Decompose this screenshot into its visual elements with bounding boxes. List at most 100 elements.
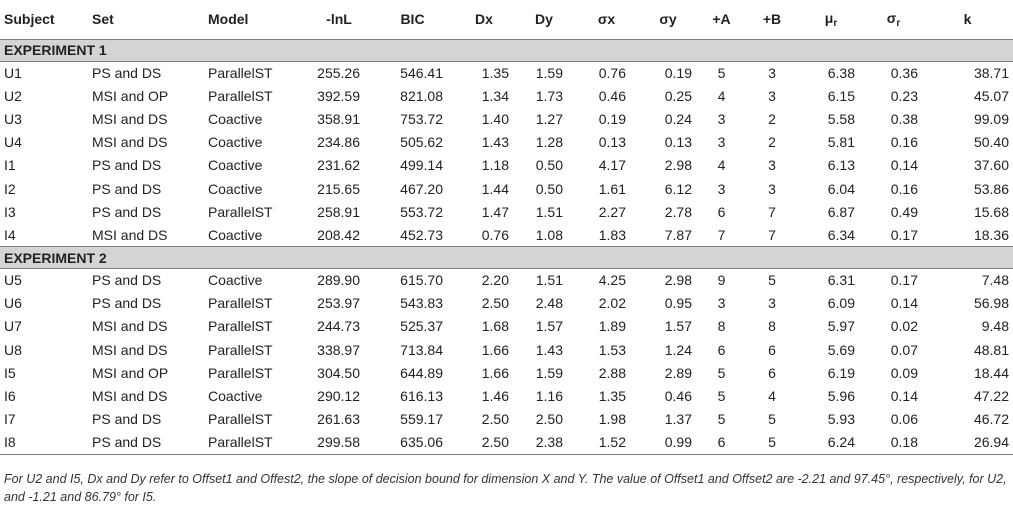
cell-plus-b: 4	[768, 388, 776, 405]
cell-sigma-x: 2.02	[598, 295, 626, 312]
cell-sigma-y: 1.57	[664, 318, 692, 335]
cell-bic: 546.41	[400, 64, 443, 81]
cell-set: MSI and OP	[92, 364, 169, 381]
table-row: I1 PS and DS Coactive 231.62 499.14 1.18 0.50 4…	[0, 154, 1013, 177]
cell-sigma-y: 2.98	[664, 272, 692, 289]
col-header-sigma-r: σr	[865, 0, 922, 40]
cell-set: PS and DS	[92, 64, 162, 81]
cell-k: 37.60	[973, 157, 1009, 174]
table-row: I2 PS and DS Coactive 215.65 467.20 1.44 0.50 1…	[0, 177, 1013, 200]
cell-k: 45.07	[973, 87, 1009, 104]
mu-subscript: r	[833, 17, 838, 29]
cell-lnl: 244.73	[317, 318, 360, 335]
cell-subject: I2	[4, 180, 16, 197]
table-row: U7 MSI and DS ParallelST 244.73 525.37 1.68 1.…	[0, 315, 1013, 338]
table-row: I8 PS and DS ParallelST 299.58 635.06 2.50 2.3…	[0, 430, 1013, 455]
sigma-subscript: r	[896, 17, 901, 29]
cell-dx: 2.20	[481, 272, 509, 289]
cell-lnl: 215.65	[317, 180, 360, 197]
cell-sigma-r: 0.36	[890, 64, 918, 81]
cell-set: PS and DS	[92, 203, 162, 220]
cell-dx: 1.35	[481, 64, 509, 81]
cell-bic: 499.14	[400, 157, 443, 174]
cell-k: 56.98	[973, 295, 1009, 312]
cell-plus-b: 2	[768, 134, 776, 151]
cell-bic: 553.72	[400, 203, 443, 220]
col-header-mu-r: μr	[797, 0, 865, 40]
cell-dy: 1.28	[535, 134, 563, 151]
cell-bic: 635.06	[372, 430, 453, 455]
cell-k: 26.94	[922, 430, 1013, 455]
cell-sigma-x: 1.61	[598, 180, 626, 197]
cell-sigma-r: 0.23	[890, 87, 918, 104]
cell-sigma-r: 0.18	[865, 430, 922, 455]
cell-mu-r: 6.09	[827, 295, 855, 312]
header-row: Subject Set Model -lnL BIC Dx Dy σx σy +…	[0, 0, 1013, 40]
cell-subject: U5	[4, 272, 22, 289]
cell-sigma-y: 0.24	[664, 110, 692, 127]
cell-lnl: 290.12	[317, 388, 360, 405]
cell-dy: 1.51	[535, 203, 563, 220]
cell-sigma-y: 6.12	[664, 180, 692, 197]
cell-sigma-y: 0.46	[664, 388, 692, 405]
cell-dx: 2.50	[481, 295, 509, 312]
cell-dx: 1.66	[481, 341, 509, 358]
cell-lnl: 261.63	[317, 411, 360, 428]
cell-sigma-y: 0.13	[664, 134, 692, 151]
cell-plus-b: 3	[768, 87, 776, 104]
cell-mu-r: 5.97	[827, 318, 855, 335]
cell-plus-a: 6	[696, 430, 747, 455]
cell-plus-b: 3	[768, 295, 776, 312]
cell-plus-b: 3	[768, 64, 776, 81]
cell-sigma-r: 0.16	[890, 134, 918, 151]
cell-sigma-x: 0.76	[598, 64, 626, 81]
cell-plus-a: 6	[717, 203, 726, 220]
cell-set: MSI and DS	[92, 388, 168, 405]
cell-plus-b: 2	[768, 110, 776, 127]
cell-bic: 505.62	[400, 134, 443, 151]
cell-sigma-x: 1.52	[573, 430, 640, 455]
cell-model: ParallelST	[208, 364, 273, 381]
cell-sigma-y: 0.95	[664, 295, 692, 312]
col-header-dy: Dy	[515, 0, 573, 40]
col-header-plus-b: +B	[747, 0, 797, 40]
cell-dy: 0.50	[535, 180, 563, 197]
cell-dy: 1.27	[535, 110, 563, 127]
cell-mu-r: 6.24	[797, 430, 865, 455]
cell-bic: 616.13	[400, 388, 443, 405]
table-body: EXPERIMENT 1 U1 PS and DS ParallelST 255.26 5…	[0, 38, 1013, 455]
cell-k: 9.48	[981, 318, 1009, 335]
cell-set: MSI and DS	[92, 318, 168, 335]
section-header-row: EXPERIMENT 2	[0, 246, 1013, 269]
table-row: U5 PS and DS Coactive 289.90 615.70 2.20 1.51 4…	[0, 269, 1013, 292]
cell-model: ParallelST	[204, 430, 306, 455]
cell-lnl: 253.97	[317, 295, 360, 312]
cell-sigma-x: 1.53	[598, 341, 626, 358]
cell-sigma-r: 0.02	[890, 318, 918, 335]
cell-plus-a: 6	[717, 341, 726, 358]
table-row: U1 PS and DS ParallelST 255.26 546.41 1.35 1.5…	[0, 61, 1013, 84]
cell-sigma-y: 0.19	[664, 64, 692, 81]
cell-sigma-x: 1.89	[598, 318, 626, 335]
cell-dx: 1.46	[481, 388, 509, 405]
section-header-row: EXPERIMENT 1	[0, 38, 1013, 62]
cell-sigma-y: 2.89	[664, 364, 692, 381]
cell-set: PS and DS	[92, 272, 162, 289]
col-header-dx: Dx	[453, 0, 515, 40]
cell-dy: 1.43	[535, 341, 563, 358]
cell-sigma-y: 7.87	[664, 226, 692, 243]
cell-mu-r: 6.34	[827, 226, 855, 243]
cell-k: 50.40	[973, 134, 1009, 151]
cell-model: ParallelST	[208, 203, 273, 220]
cell-model: ParallelST	[208, 64, 273, 81]
results-table: Subject Set Model -lnL BIC Dx Dy σx σy +…	[0, 0, 1013, 455]
cell-plus-a: 8	[717, 318, 726, 335]
cell-plus-a: 9	[717, 272, 726, 289]
cell-plus-a: 3	[717, 110, 726, 127]
cell-plus-a: 3	[717, 134, 726, 151]
cell-mu-r: 6.87	[827, 203, 855, 220]
cell-k: 18.36	[973, 226, 1009, 243]
cell-subject: I8	[0, 430, 88, 455]
cell-plus-a: 5	[717, 364, 726, 381]
